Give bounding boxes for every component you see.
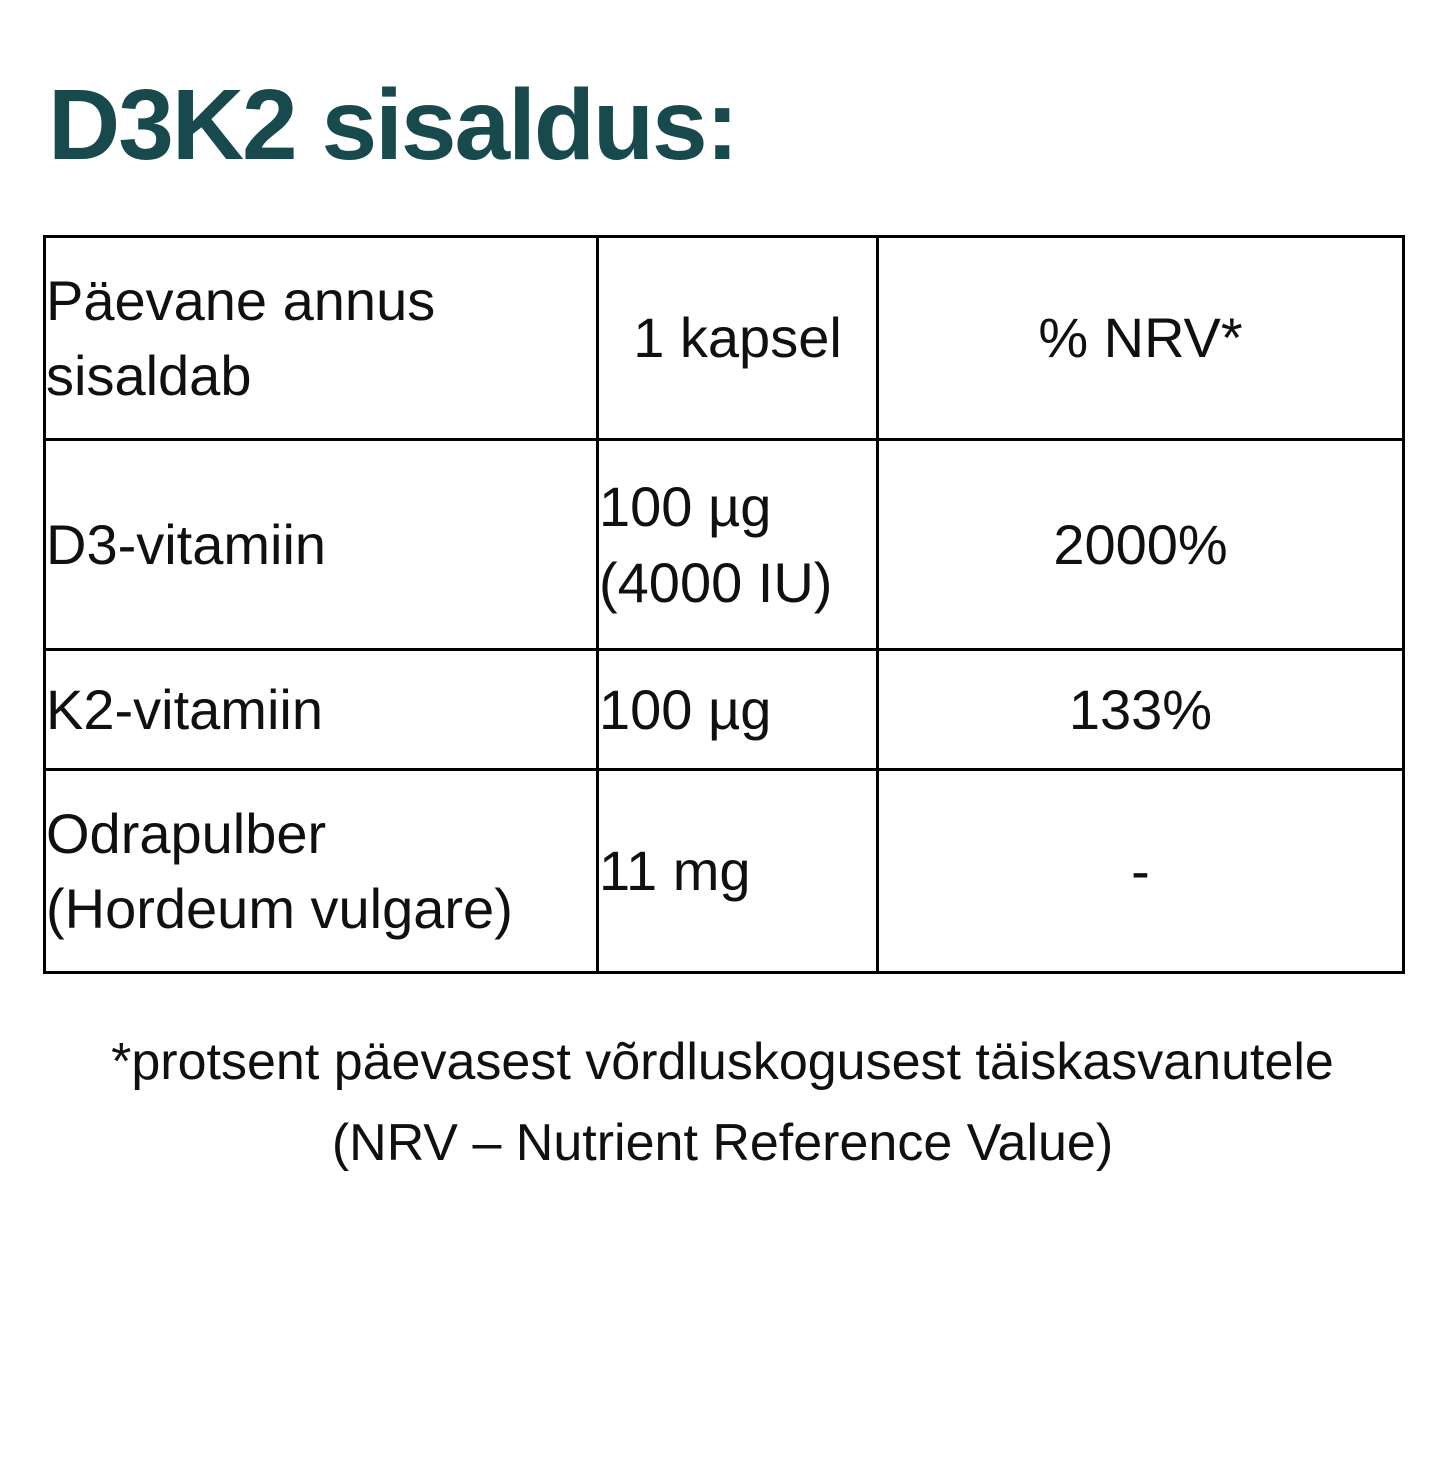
table-row-d3-vitamin: D3-vitamiin 100 µg (4000 IU) 2000% (43, 438, 1405, 651)
nrv-footnote-line1: *protsent päevasest võrdluskogusest täis… (111, 1033, 1334, 1091)
cell-amount: 100 µg (4000 IU) (596, 438, 879, 651)
cell-nrv-value: - (876, 768, 1405, 974)
header-ingredient: Päevane annus sisaldab (43, 235, 599, 441)
header-nrv: % NRV* (876, 235, 1405, 441)
cell-amount: 11 mg (596, 768, 879, 974)
table-row-k2-vitamin: K2-vitamiin 100 µg 133% (43, 648, 1405, 771)
table-header-row: Päevane annus sisaldab 1 kapsel % NRV* (43, 235, 1405, 441)
page-title: D3K2 sisaldus: (48, 69, 739, 181)
header-amount: 1 kapsel (596, 235, 879, 441)
cell-nrv-value: 2000% (876, 438, 1405, 651)
cell-ingredient-name: Odrapulber (Hordeum vulgare) (43, 768, 599, 974)
cell-nrv-value: 133% (876, 648, 1405, 771)
cell-ingredient-name: K2-vitamiin (43, 648, 599, 771)
nutrition-table: Päevane annus sisaldab 1 kapsel % NRV* D… (43, 235, 1405, 974)
nrv-footnote: *protsent päevasest võrdluskogusest täis… (0, 1022, 1445, 1183)
cell-ingredient-name: D3-vitamiin (43, 438, 599, 651)
cell-amount: 100 µg (596, 648, 879, 771)
table-row-barley-powder: Odrapulber (Hordeum vulgare) 11 mg - (43, 768, 1405, 974)
nrv-footnote-line2: (NRV – Nutrient Reference Value) (331, 1113, 1114, 1172)
